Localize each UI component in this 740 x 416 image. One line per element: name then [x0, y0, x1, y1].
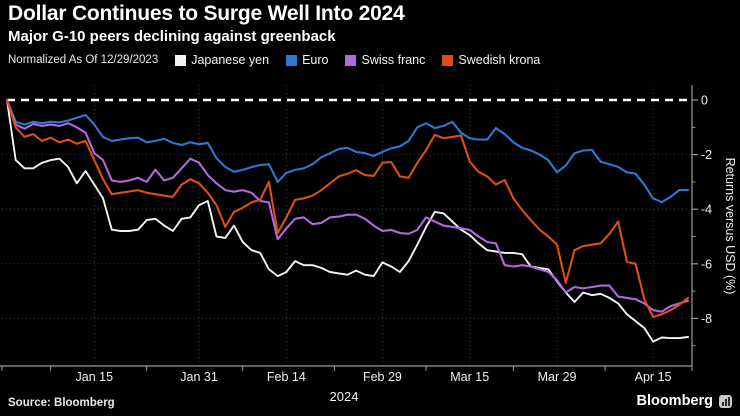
bloomberg-wordmark: Bloomberg — [636, 393, 713, 409]
legend-label: Swiss franc — [361, 53, 426, 67]
legend-label: Euro — [302, 53, 329, 67]
legend-item-japanese-yen: Japanese yen — [175, 53, 269, 67]
y-axis-title: Returns versus USD (%) — [723, 158, 737, 295]
x-tick-label: Feb 14 — [267, 370, 306, 384]
y-tick-label: -2 — [701, 148, 712, 162]
series-line-swiss-franc — [5, 98, 690, 313]
legend-note: Normalized As Of 12/29/2023 — [8, 54, 159, 66]
bloomberg-brand: Bloomberg — [636, 393, 732, 409]
series-lines — [5, 98, 690, 343]
legend-swatch-icon — [286, 54, 298, 66]
grid-layer — [2, 85, 692, 366]
legend-label: Swedish krona — [458, 53, 541, 67]
source-credit: Source: Bloomberg — [8, 397, 115, 409]
series-line-euro — [5, 98, 690, 204]
x-axis-year-label: 2024 — [330, 389, 359, 404]
x-tick-label: Feb 29 — [363, 370, 402, 384]
chart-title: Dollar Continues to Surge Well Into 2024 — [8, 2, 405, 25]
legend-item-swiss-franc: Swiss franc — [345, 53, 425, 67]
legend-swatch-icon — [345, 54, 357, 66]
chart-subtitle: Major G-10 peers declining against green… — [8, 28, 336, 45]
legend-item-swedish-krona: Swedish krona — [442, 53, 540, 67]
x-tick-label: Apr 15 — [635, 370, 672, 384]
x-tick-label: Jan 15 — [76, 370, 114, 384]
axis-layer: 0 -2 -4 -6 -8 Jan 15 Jan 31 Feb 14 Feb 29 Mar 15 M… — [0, 85, 712, 384]
series-line-japanese-yen — [6, 99, 689, 343]
legend-label: Japanese yen — [191, 53, 270, 67]
legend-swatch-icon — [175, 54, 187, 66]
legend-swatch-icon — [442, 54, 454, 66]
series-line-swedish-krona — [5, 98, 690, 319]
x-tick-label: Jan 31 — [180, 370, 218, 384]
bloomberg-logo-icon — [719, 394, 732, 408]
x-tick-label: Mar 29 — [538, 370, 577, 384]
legend-item-euro: Euro — [286, 53, 328, 67]
y-tick-label: -4 — [701, 203, 712, 217]
y-tick-label: -6 — [701, 257, 712, 271]
legend: Normalized As Of 12/29/2023 Japanese yen… — [8, 53, 540, 67]
y-tick-label: 0 — [701, 94, 708, 108]
x-tick-label: Mar 15 — [450, 370, 489, 384]
y-tick-label: -8 — [701, 312, 712, 326]
